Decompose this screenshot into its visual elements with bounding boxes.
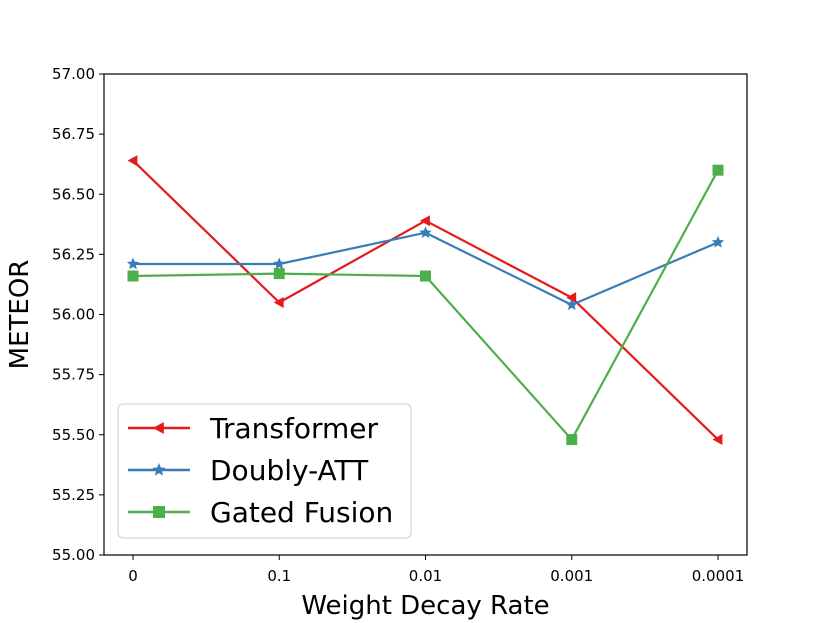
series-lines (126, 155, 725, 446)
data-point-transformer (566, 292, 577, 304)
data-point-doubly-att (126, 257, 140, 270)
data-point-gated-fusion (420, 270, 431, 282)
x-tick-label: 0.001 (550, 567, 593, 585)
x-tick-label: 0 (128, 567, 138, 585)
data-point-doubly-att (419, 226, 432, 238)
legend-label: Doubly-ATT (210, 454, 369, 487)
y-tick-label: 56.75 (52, 125, 95, 143)
y-tick-label: 57.00 (52, 65, 95, 83)
legend-marker (153, 422, 164, 434)
x-tick-label: 0.0001 (692, 567, 745, 585)
legend: Transformer Doubly-ATT Gated Fusion (117, 403, 412, 539)
y-tick-label: 56.00 (52, 306, 95, 324)
series-gated-fusion (127, 164, 724, 446)
legend-box (117, 403, 412, 539)
data-point-transformer (273, 296, 284, 308)
legend-item-transformer: Transformer (128, 412, 379, 445)
data-point-gated-fusion (127, 270, 139, 282)
y-tick-label: 55.50 (52, 426, 95, 444)
legend-label: Transformer (209, 412, 379, 445)
x-axis: 0 0.1 0.01 0.001 0.0001 (128, 555, 744, 585)
data-point-gated-fusion (566, 434, 578, 446)
y-tick-label: 55.00 (52, 546, 95, 564)
y-axis-title: METEOR (5, 260, 35, 370)
y-tick-label: 56.25 (52, 245, 95, 263)
series-line-doubly-att (133, 231, 719, 306)
data-point-doubly-att (711, 235, 725, 248)
x-axis-title: Weight Decay Rate (301, 591, 549, 621)
legend-label: Gated Fusion (210, 496, 393, 529)
series-doubly-att (126, 226, 725, 311)
series-transformer (127, 155, 723, 446)
data-point-transformer (420, 215, 430, 227)
legend-item-gated-fusion: Gated Fusion (128, 496, 393, 529)
data-point-doubly-att (273, 257, 286, 270)
data-point-transformer (127, 155, 138, 167)
y-tick-label: 55.75 (52, 366, 95, 384)
y-axis: 55.00 55.25 55.50 55.75 56.00 56.25 56.50 56.75… (52, 65, 104, 564)
data-point-gated-fusion (712, 164, 724, 176)
y-tick-label: 56.50 (52, 185, 95, 203)
legend-marker (152, 463, 166, 476)
y-tick-label: 55.25 (52, 486, 95, 504)
x-tick-label: 0.01 (409, 567, 442, 585)
legend-marker (153, 506, 165, 518)
series-line-transformer (132, 159, 719, 441)
x-tick-label: 0.1 (267, 567, 291, 585)
series-line-gated-fusion (132, 169, 719, 441)
data-point-doubly-att (565, 298, 578, 311)
legend-items: Transformer Doubly-ATT Gated Fusion (128, 412, 393, 529)
legend-item-doubly-att: Doubly-ATT (128, 454, 369, 487)
data-point-gated-fusion (273, 268, 285, 280)
data-point-transformer (712, 434, 723, 446)
